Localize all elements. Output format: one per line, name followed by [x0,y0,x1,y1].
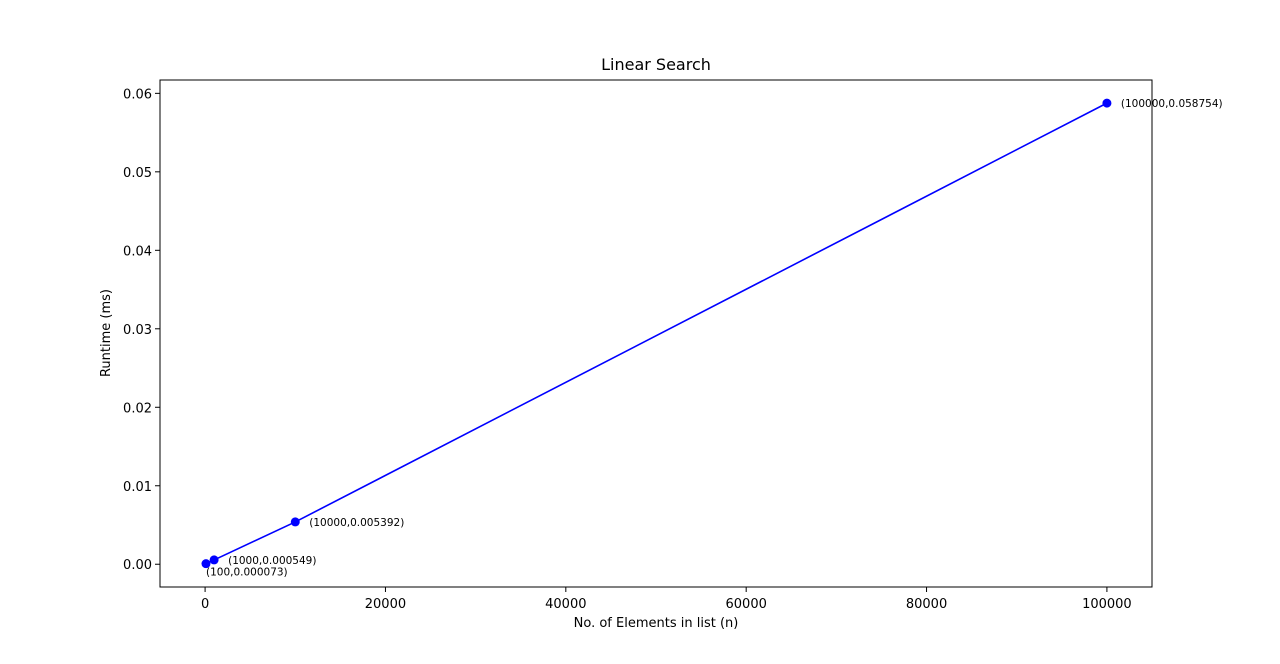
x-tick-label: 60000 [726,597,767,612]
series-line [205,102,1108,565]
series-layer: (100,0.000073)(1000,0.000549) (10000,0.00… [201,98,1223,579]
x-tick-label: 40000 [545,597,586,612]
data-point-label: (100000,0.058754) [1121,98,1223,110]
y-tick-label: 0.00 [123,558,152,573]
x-axis-label: No. of Elements in list (n) [574,616,739,631]
x-tick-label: 100000 [1082,597,1132,612]
y-tick-label: 0.06 [123,87,152,102]
x-tick-label: 20000 [365,597,406,612]
x-tick-label: 0 [201,597,209,612]
y-axis: 0.00 0.01 0.02 0.03 0.04 0.05 0.06 [123,87,160,573]
data-point [201,559,211,569]
data-point-label: (100,0.000073) [206,567,288,579]
y-axis-label: Runtime (ms) [99,289,114,377]
y-tick-label: 0.02 [123,401,152,416]
y-tick-label: 0.03 [123,323,152,338]
x-tick-label: 80000 [906,597,947,612]
plot-area-frame [159,79,1153,588]
data-point-label: (1000,0.000549) [228,555,316,567]
data-point [290,517,300,527]
x-axis: 0 20000 40000 60000 80000 100000 [201,587,1132,612]
data-point-label: (10000,0.005392) [309,517,404,529]
chart-title: Linear Search [601,55,711,74]
y-tick-label: 0.05 [123,166,152,181]
data-point [1102,98,1112,108]
data-point [209,555,219,565]
y-tick-label: 0.04 [123,244,152,259]
y-tick-label: 0.01 [123,480,152,495]
